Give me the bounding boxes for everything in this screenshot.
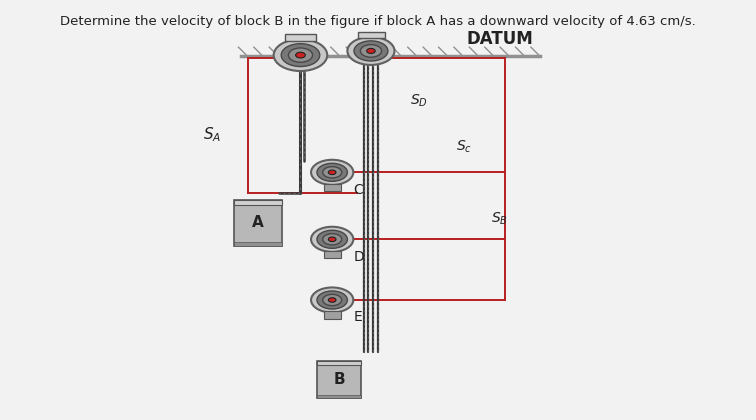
Circle shape bbox=[317, 291, 348, 309]
Bar bbox=[285, 34, 316, 41]
Text: A: A bbox=[253, 215, 264, 230]
Text: $S_c$: $S_c$ bbox=[456, 139, 472, 155]
Bar bbox=[324, 184, 341, 191]
Circle shape bbox=[328, 298, 336, 302]
Bar bbox=[234, 200, 282, 246]
Circle shape bbox=[323, 294, 342, 306]
Bar bbox=[318, 361, 361, 365]
Bar bbox=[324, 311, 341, 319]
Text: E: E bbox=[353, 310, 362, 325]
Circle shape bbox=[354, 41, 388, 61]
Bar bbox=[318, 361, 361, 399]
Bar bbox=[324, 251, 341, 258]
Circle shape bbox=[311, 227, 353, 252]
Circle shape bbox=[323, 167, 342, 178]
Circle shape bbox=[274, 39, 327, 71]
Circle shape bbox=[311, 160, 353, 185]
Circle shape bbox=[281, 44, 320, 66]
Circle shape bbox=[361, 45, 382, 57]
Bar bbox=[318, 395, 361, 399]
Bar bbox=[358, 32, 385, 38]
Circle shape bbox=[296, 52, 305, 58]
Circle shape bbox=[367, 48, 375, 53]
Circle shape bbox=[289, 48, 312, 62]
Bar bbox=[234, 242, 282, 246]
Circle shape bbox=[317, 230, 348, 248]
Circle shape bbox=[317, 163, 348, 181]
Text: $S_A$: $S_A$ bbox=[203, 125, 222, 144]
Text: B: B bbox=[333, 372, 345, 387]
Text: $S_B$: $S_B$ bbox=[491, 210, 508, 226]
Text: $S_D$: $S_D$ bbox=[410, 93, 428, 109]
Bar bbox=[234, 200, 282, 205]
Text: D: D bbox=[353, 250, 364, 264]
Text: C: C bbox=[353, 183, 363, 197]
Circle shape bbox=[311, 287, 353, 312]
Circle shape bbox=[328, 237, 336, 241]
Text: DATUM: DATUM bbox=[466, 30, 533, 48]
Text: Determine the velocity of block B in the figure if block A has a downward veloci: Determine the velocity of block B in the… bbox=[60, 16, 696, 28]
Circle shape bbox=[328, 170, 336, 175]
Circle shape bbox=[323, 234, 342, 245]
Circle shape bbox=[348, 37, 395, 65]
